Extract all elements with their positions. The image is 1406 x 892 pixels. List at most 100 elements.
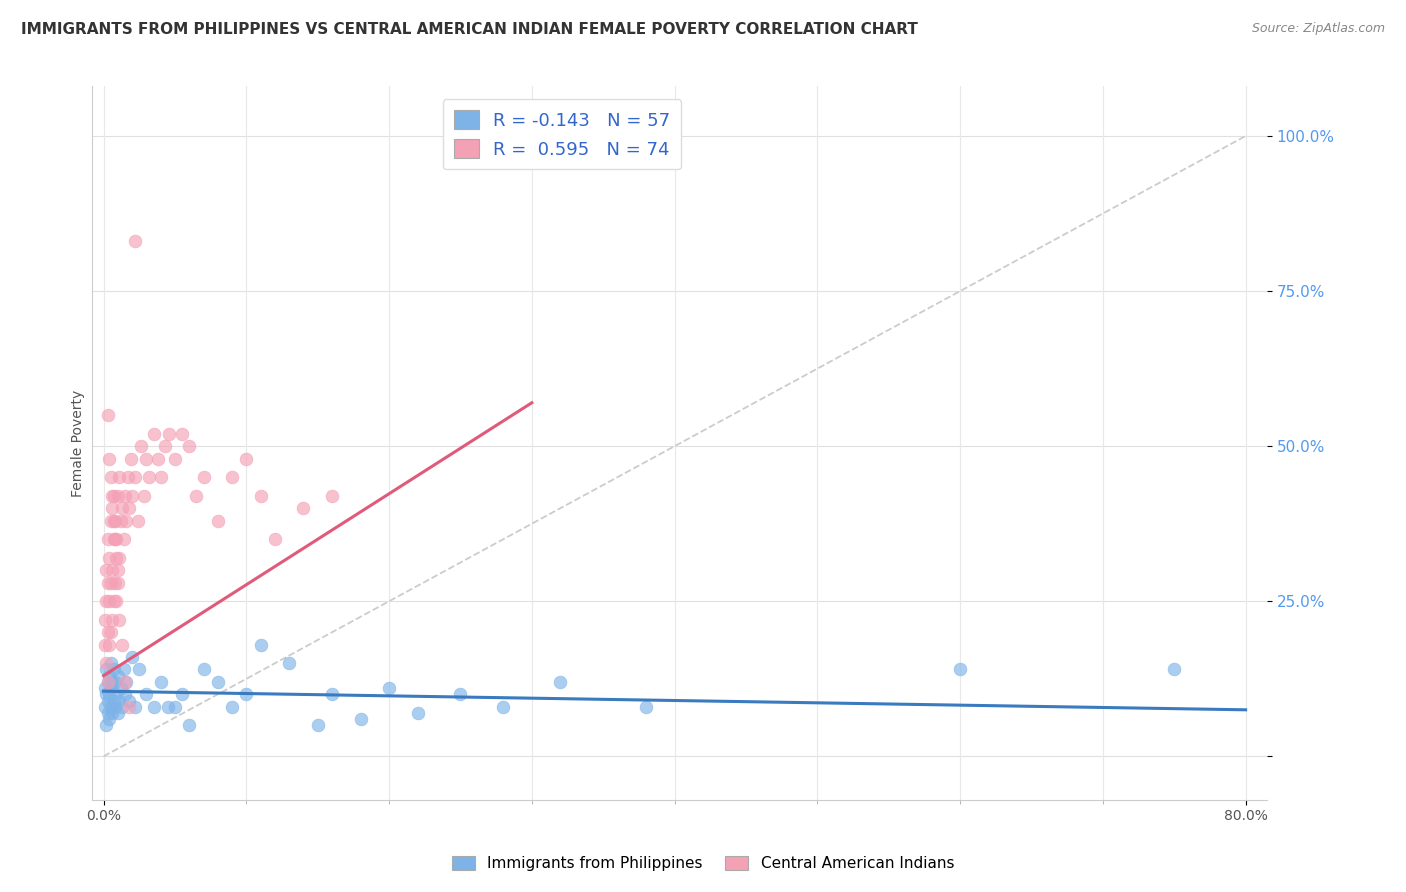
Point xyxy=(949,663,972,677)
Point xyxy=(100,625,122,640)
Point xyxy=(97,706,120,720)
Point xyxy=(124,699,146,714)
Point xyxy=(97,674,120,689)
Point xyxy=(103,532,125,546)
Point xyxy=(98,550,121,565)
Point xyxy=(96,687,118,701)
Point xyxy=(120,451,142,466)
Point xyxy=(100,657,122,671)
Point xyxy=(142,426,165,441)
Point xyxy=(103,594,125,608)
Point xyxy=(157,426,180,441)
Point xyxy=(101,563,124,577)
Point xyxy=(124,470,146,484)
Point xyxy=(100,699,122,714)
Point xyxy=(118,501,141,516)
Point xyxy=(172,426,194,441)
Point xyxy=(101,489,124,503)
Point xyxy=(111,699,134,714)
Point xyxy=(406,706,429,720)
Point xyxy=(97,674,120,689)
Point xyxy=(98,687,121,701)
Point xyxy=(307,718,329,732)
Point xyxy=(100,470,122,484)
Point xyxy=(101,501,124,516)
Point xyxy=(121,489,143,503)
Point xyxy=(112,532,135,546)
Point xyxy=(129,439,152,453)
Point xyxy=(108,613,131,627)
Point xyxy=(96,718,118,732)
Point xyxy=(1163,663,1185,677)
Point xyxy=(115,674,138,689)
Y-axis label: Female Poverty: Female Poverty xyxy=(72,390,86,497)
Point xyxy=(103,693,125,707)
Point xyxy=(221,470,243,484)
Point xyxy=(107,563,129,577)
Point xyxy=(107,489,129,503)
Point xyxy=(94,638,117,652)
Point xyxy=(110,514,132,528)
Point xyxy=(138,470,160,484)
Point xyxy=(107,706,129,720)
Point xyxy=(111,638,134,652)
Point xyxy=(105,594,128,608)
Point xyxy=(249,489,271,503)
Point xyxy=(100,681,122,695)
Point xyxy=(186,489,208,503)
Point xyxy=(104,699,127,714)
Point xyxy=(114,687,136,701)
Point xyxy=(235,687,257,701)
Point xyxy=(97,693,120,707)
Point xyxy=(124,235,146,249)
Point xyxy=(100,575,122,590)
Text: IMMIGRANTS FROM PHILIPPINES VS CENTRAL AMERICAN INDIAN FEMALE POVERTY CORRELATIO: IMMIGRANTS FROM PHILIPPINES VS CENTRAL A… xyxy=(21,22,918,37)
Point xyxy=(132,489,155,503)
Point xyxy=(96,594,118,608)
Point xyxy=(207,514,229,528)
Point xyxy=(94,613,117,627)
Point xyxy=(349,712,371,726)
Point xyxy=(107,575,129,590)
Point xyxy=(193,470,215,484)
Point xyxy=(105,687,128,701)
Point xyxy=(118,699,141,714)
Point xyxy=(103,663,125,677)
Point xyxy=(104,514,127,528)
Point xyxy=(193,663,215,677)
Legend: Immigrants from Philippines, Central American Indians: Immigrants from Philippines, Central Ame… xyxy=(446,850,960,877)
Point xyxy=(104,532,127,546)
Point xyxy=(492,699,515,714)
Point xyxy=(94,699,117,714)
Point xyxy=(235,451,257,466)
Point xyxy=(378,681,401,695)
Point xyxy=(112,663,135,677)
Point xyxy=(156,699,179,714)
Point xyxy=(97,408,120,422)
Point xyxy=(450,687,472,701)
Point xyxy=(179,718,201,732)
Point xyxy=(221,699,243,714)
Point xyxy=(163,699,186,714)
Point xyxy=(146,451,169,466)
Point xyxy=(105,532,128,546)
Point xyxy=(135,451,157,466)
Point xyxy=(118,693,141,707)
Point xyxy=(110,681,132,695)
Point xyxy=(98,594,121,608)
Point xyxy=(149,470,172,484)
Point xyxy=(107,668,129,682)
Point xyxy=(321,489,343,503)
Point xyxy=(105,550,128,565)
Point xyxy=(111,501,134,516)
Point xyxy=(104,575,127,590)
Point xyxy=(97,532,120,546)
Point xyxy=(172,687,194,701)
Legend: R = -0.143   N = 57, R =  0.595   N = 74: R = -0.143 N = 57, R = 0.595 N = 74 xyxy=(443,99,682,169)
Point xyxy=(101,706,124,720)
Point xyxy=(101,613,124,627)
Point xyxy=(135,687,157,701)
Point xyxy=(96,657,118,671)
Point xyxy=(636,699,658,714)
Point xyxy=(108,550,131,565)
